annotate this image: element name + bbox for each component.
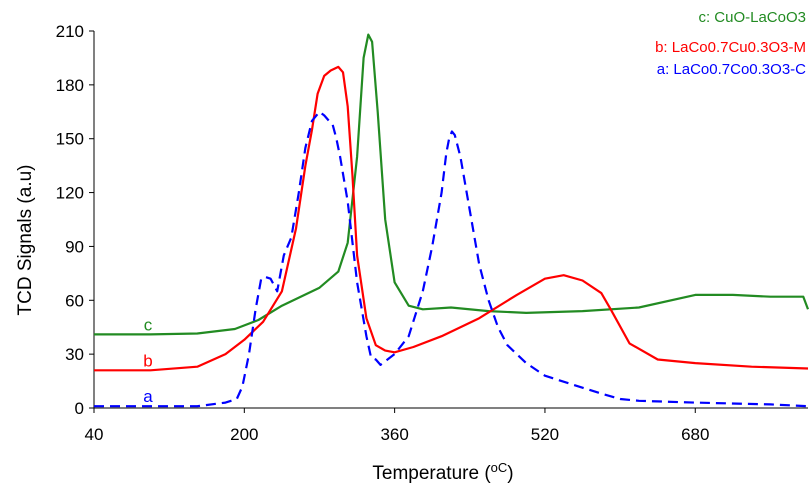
x-tick-label: 200: [230, 425, 258, 444]
x-tick-label: 520: [531, 425, 559, 444]
series-line-b: [94, 65, 809, 372]
curve-label-b: b: [143, 351, 152, 370]
legend-entry-c: c: CuO-LaCoO3: [698, 9, 806, 26]
legend: c: CuO-LaCoO3 b: LaCo0.7Cu0.3O3-M a: LaCo0…: [655, 9, 806, 78]
x-axis-title-main: Temperature (: [372, 463, 491, 484]
x-axis-title: Temperature (oC): [372, 460, 513, 484]
series-line-a: [94, 110, 809, 408]
y-tick-label: 60: [65, 291, 84, 310]
y-tick-label: 30: [65, 345, 84, 364]
y-axis-title: TCD Signals (a.u): [15, 165, 36, 316]
y-tick-label: 180: [56, 76, 84, 95]
x-tick-label: 40: [85, 425, 104, 444]
y-tick-label: 0: [75, 399, 84, 418]
x-tick-label: 680: [681, 425, 709, 444]
legend-entry-a: a: LaCo0.7Co0.3O3-C: [657, 61, 806, 78]
curve-label-a: a: [143, 387, 153, 406]
y-tick-label: 210: [56, 22, 84, 41]
y-tick-label: 150: [56, 130, 84, 149]
curve-labels: cba: [143, 315, 153, 406]
axes: 0 30 60 90 120 150 180 210 40 200 360 520 680: [56, 22, 808, 444]
curve-label-c: c: [144, 315, 153, 334]
y-tick-label: 90: [65, 237, 84, 256]
series-line-c: [94, 33, 810, 336]
legend-entry-b: b: LaCo0.7Cu0.3O3-M: [655, 39, 806, 56]
x-tick-label: 360: [380, 425, 408, 444]
y-tick-label: 120: [56, 184, 84, 203]
x-axis-title-unit-sup: oC: [491, 460, 508, 475]
curves: [94, 33, 810, 408]
x-axis-title-close: ): [507, 463, 513, 484]
